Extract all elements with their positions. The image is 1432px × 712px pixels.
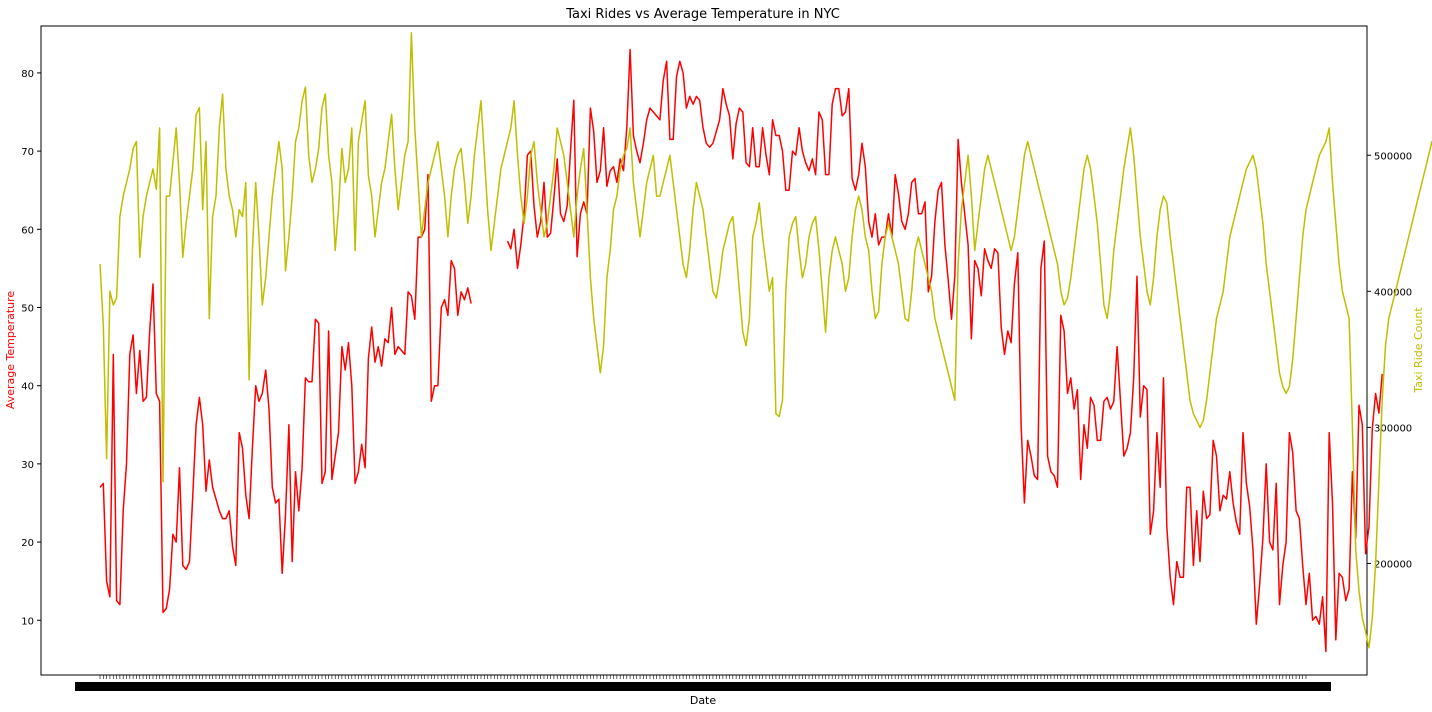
series-layer [99,32,1432,653]
right-axis-label: Taxi Ride Count [1412,307,1425,394]
left-axis-tick-label: 10 [21,616,34,627]
left-axis-tick-label: 60 [21,225,34,236]
left-axis-tick-label: 80 [21,69,34,80]
x-axis-ticks [75,675,1331,691]
x-axis-label: Date [690,694,717,707]
series-line-temperature [99,48,1383,653]
right-axis-tick-label: 400000 [1374,287,1412,298]
left-axis-tick-label: 50 [21,303,34,314]
x-axis-tick-labels-overlap [75,682,1331,691]
left-axis-tick-label: 40 [21,382,34,393]
right-axis: 200000 300000 400000 500000 [1367,151,1412,570]
left-axis: 10 20 30 40 50 60 70 80 [21,69,41,627]
left-axis-tick-label: 30 [21,460,34,471]
plot-area-frame [40,25,1368,676]
right-axis-tick-label: 300000 [1374,423,1412,434]
left-axis-tick-label: 20 [21,538,34,549]
chart-title: Taxi Rides vs Average Temperature in NYC [565,7,840,22]
left-axis-tick-label: 70 [21,147,34,158]
right-axis-tick-label: 500000 [1374,151,1412,162]
series-line-taxi-rides [99,32,1432,649]
left-axis-label: Average Temperature [4,291,17,410]
right-axis-tick-label: 200000 [1374,559,1412,570]
